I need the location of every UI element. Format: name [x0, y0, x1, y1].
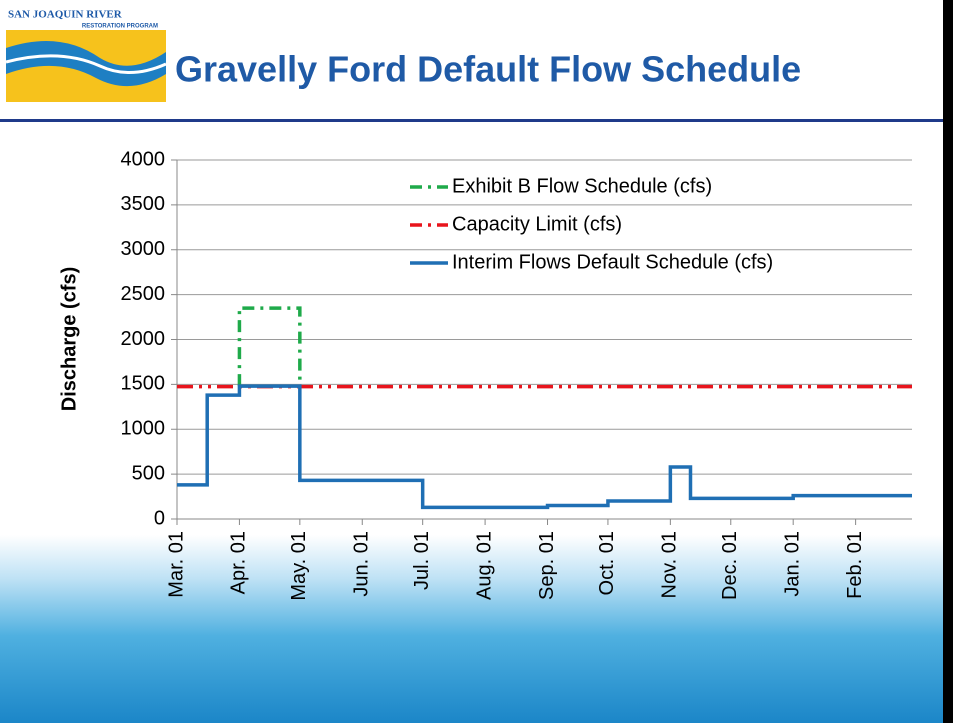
x-tick-label: Oct. 01 [596, 531, 618, 595]
y-tick-label: 4000 [121, 148, 166, 170]
x-tick-label: Dec. 01 [719, 531, 741, 600]
x-tick-label: Mar. 01 [165, 531, 187, 598]
logo-text: RESTORATION PROGRAM [82, 24, 158, 30]
y-tick-label: 2500 [121, 283, 166, 305]
y-tick-label: 3500 [121, 193, 166, 215]
legend-label: Exhibit B Flow Schedule (cfs) [452, 175, 712, 197]
x-tick-label: Jan. 01 [781, 531, 803, 597]
logo-text: SAN JOAQUIN RIVER [8, 9, 123, 21]
x-tick-label: Feb. 01 [844, 531, 866, 599]
y-tick-label: 500 [132, 462, 165, 484]
series-line [177, 384, 912, 510]
x-tick-label: Jul. 01 [411, 531, 433, 590]
slide-title: Gravelly Ford Default Flow Schedule [175, 49, 801, 90]
y-tick-label: 1500 [121, 373, 166, 395]
x-tick-label: Sep. 01 [536, 531, 558, 600]
series-line [237, 306, 302, 387]
logo: SAN JOAQUIN RIVER RESTORATION PROGRAM [5, 9, 167, 102]
x-tick-label: Jun. 01 [351, 531, 373, 597]
logo-river [6, 40, 166, 87]
y-axis-label: Discharge (cfs) [58, 267, 80, 412]
plot: 0 500 1000 1500 2000 2500 3000 3500 4000 Mar. 01 A… [121, 148, 912, 601]
x-tick-label: Apr. 01 [228, 531, 250, 594]
header-rule [0, 119, 943, 122]
x-tick-label: Aug. 01 [473, 531, 495, 600]
logo-wave [5, 54, 167, 75]
x-tick-label: Nov. 01 [659, 531, 681, 598]
y-tick-label: 3000 [121, 238, 166, 260]
frame-edge [943, 0, 953, 723]
y-tick-label: 1000 [121, 418, 166, 440]
y-tick-label: 2000 [121, 328, 166, 350]
x-tick-label: May. 01 [288, 531, 310, 601]
legend-label: Capacity Limit (cfs) [452, 213, 622, 235]
y-tick-label: 0 [154, 507, 165, 529]
legend-label: Interim Flows Default Schedule (cfs) [452, 251, 773, 273]
